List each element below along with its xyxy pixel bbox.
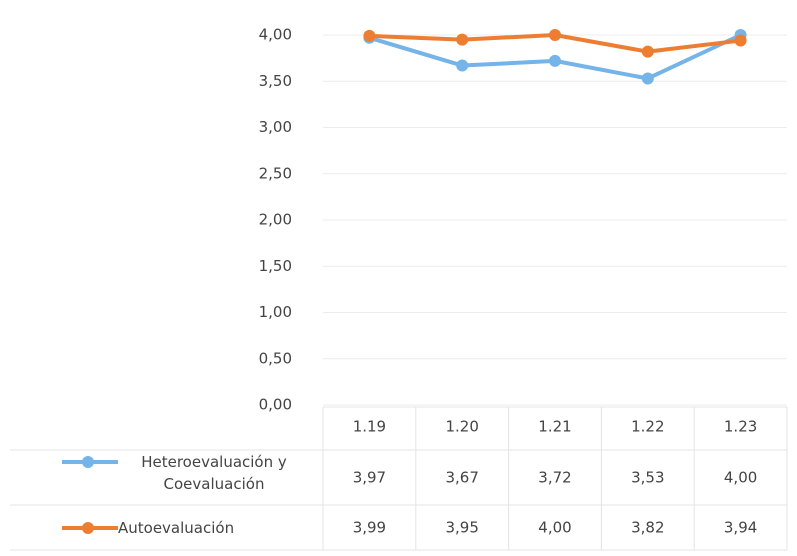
table-value: 3,67	[445, 469, 478, 487]
legend-label: Autoevaluación	[118, 519, 235, 537]
data-point	[456, 59, 469, 72]
table-value: 3,72	[538, 469, 571, 487]
x-tick-label: 1.20	[445, 418, 478, 436]
table-value: 4,00	[538, 519, 571, 537]
data-point	[641, 72, 654, 85]
legend-label: Heteroevaluación y Coevaluación	[141, 453, 287, 493]
legend-marker	[82, 456, 94, 468]
table-value: 3,82	[631, 519, 664, 537]
data-point	[456, 33, 469, 46]
y-tick-label: 0,00	[259, 396, 292, 414]
table-value: 3,99	[353, 519, 386, 537]
table-value: 3,97	[353, 469, 386, 487]
y-tick-label: 3,00	[259, 118, 292, 136]
data-point	[549, 54, 561, 67]
y-tick-label: 3,50	[259, 72, 292, 90]
data-point	[363, 29, 376, 42]
table-value: 3,95	[445, 519, 478, 537]
table-value: 3,94	[724, 519, 757, 537]
y-tick-label: 2,00	[259, 211, 292, 229]
legend-marker	[82, 522, 94, 534]
y-tick-label: 2,50	[259, 164, 292, 182]
x-tick-label: 1.23	[724, 418, 757, 436]
x-tick-label: 1.21	[538, 418, 571, 436]
x-tick-label: 1.22	[631, 418, 664, 436]
y-tick-label: 0,50	[259, 349, 292, 367]
data-point	[641, 45, 654, 58]
y-tick-label: 4,00	[259, 26, 292, 44]
y-tick-label: 1,00	[259, 303, 292, 321]
x-tick-label: 1.19	[353, 418, 386, 436]
data-point	[549, 29, 561, 41]
data-point	[734, 34, 747, 47]
y-tick-label: 1,50	[259, 257, 292, 275]
table-value: 3,53	[631, 469, 664, 487]
table-value: 4,00	[724, 469, 757, 487]
